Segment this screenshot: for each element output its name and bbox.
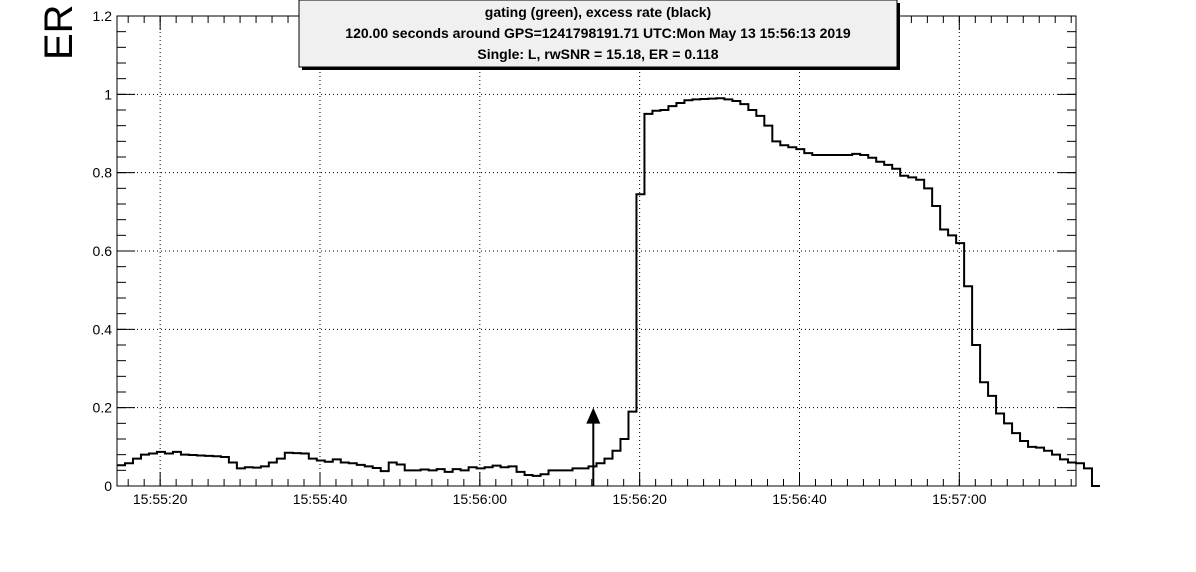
- y-tick-label: 0.4: [93, 321, 113, 337]
- y-tick-label: 0: [104, 478, 112, 494]
- y-tick-label: 1.2: [93, 8, 113, 24]
- series-layer: [117, 97, 1100, 487]
- y-tick-label: 0.6: [93, 243, 113, 259]
- title-line-1: gating (green), excess rate (black): [485, 4, 711, 20]
- y-axis-label: ER: [37, 4, 81, 60]
- x-tick-label: 15:55:40: [293, 491, 348, 507]
- title-box: gating (green), excess rate (black) 120.…: [298, 0, 900, 70]
- x-tick-label: 15:56:00: [453, 491, 508, 507]
- y-tick-label: 0.8: [93, 165, 113, 181]
- x-tick-label: 15:56:20: [612, 491, 667, 507]
- trigger-arrow-head: [586, 407, 601, 424]
- x-tick-label: 15:56:40: [772, 491, 827, 507]
- annotation-layer: [586, 407, 601, 486]
- title-line-3: Single: L, rwSNR = 15.18, ER = 0.118: [477, 46, 718, 62]
- x-tick-label: 15:57:00: [932, 491, 987, 507]
- y-tick-label: 0.2: [93, 400, 113, 416]
- title-line-2: 120.00 seconds around GPS=1241798191.71 …: [345, 25, 851, 41]
- x-tick-label: 15:55:20: [133, 491, 188, 507]
- series-excess-rate-line: [117, 97, 1100, 487]
- y-tick-label: 1: [104, 86, 112, 102]
- title-box-background: [298, 0, 898, 68]
- axis-ticks: 0 0.2 0.4 0.6 0.8 1 1.2 15:55:20 15:55:40 15:56:0…: [93, 8, 1076, 507]
